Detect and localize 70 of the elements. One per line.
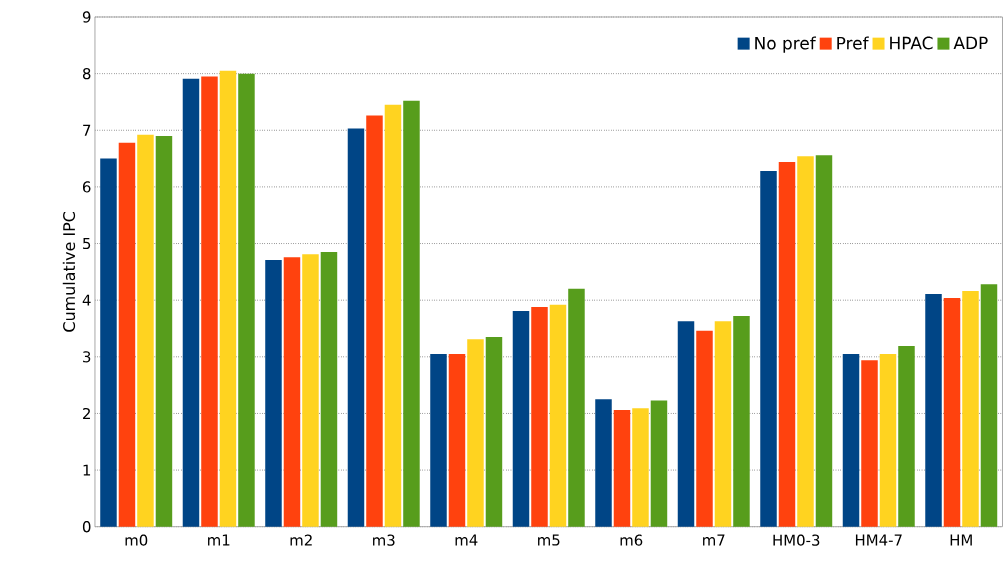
y-tick-label: 4 [82, 294, 91, 306]
legend-label: No pref [755, 36, 817, 53]
bar [467, 339, 484, 527]
x-tick-label: HM [950, 534, 972, 546]
bar [219, 70, 237, 527]
x-tick-label: HM4-7 [855, 534, 902, 546]
y-tick-label: 8 [82, 68, 91, 80]
x-tick-label: m4 [455, 534, 478, 546]
legend-label: HPAC [890, 36, 933, 50]
y-tick-label: 1 [83, 464, 91, 476]
bar [485, 337, 503, 527]
bar [595, 399, 612, 527]
bar [320, 252, 338, 527]
bar [677, 321, 695, 527]
legend-label: ADP [953, 36, 988, 50]
bar [842, 354, 860, 527]
bar [568, 288, 585, 527]
bar [384, 104, 402, 527]
bar [925, 294, 942, 527]
bar [613, 410, 631, 527]
bar [797, 156, 814, 527]
bar [430, 354, 447, 527]
x-tick-label: m0 [125, 534, 148, 546]
bar [118, 142, 136, 527]
bar [137, 134, 154, 527]
y-tick-label: 7 [83, 124, 91, 136]
bar [448, 354, 466, 527]
bar [778, 162, 796, 527]
bar [155, 136, 173, 527]
y-tick-label: 9 [82, 11, 91, 23]
legend-label: Pref [837, 36, 869, 50]
bar [650, 400, 668, 527]
x-tick-label: m6 [620, 534, 643, 546]
y-tick-label: 3 [83, 351, 91, 363]
bar [943, 298, 961, 527]
x-tick-label: m3 [373, 534, 395, 546]
y-tick-label: 0 [82, 521, 91, 533]
bar [898, 346, 915, 527]
bar [347, 128, 365, 527]
bar [962, 291, 979, 527]
y-tick-label: 2 [83, 408, 90, 420]
bar [696, 330, 713, 527]
x-tick-label: m2 [290, 534, 312, 546]
bar [632, 408, 649, 527]
y-axis-title: Cumulative IPC [62, 212, 76, 332]
bar [283, 257, 301, 527]
bar [366, 115, 383, 527]
bar [182, 78, 200, 527]
bar [760, 171, 777, 527]
y-tick-label: 5 [83, 238, 91, 250]
y-tick-label: 6 [82, 181, 91, 193]
x-tick-label: m1 [208, 534, 230, 546]
bar [980, 284, 998, 527]
bar [733, 316, 750, 527]
bar [265, 260, 282, 527]
bar [861, 360, 878, 527]
bar [100, 158, 117, 527]
bar [879, 354, 897, 527]
bar [403, 100, 420, 527]
bar [238, 73, 255, 527]
x-tick-label: m7 [703, 534, 725, 546]
bar [201, 76, 218, 527]
x-tick-label: m5 [538, 534, 560, 546]
bar [815, 155, 833, 527]
bar [549, 304, 567, 527]
bar [714, 321, 732, 527]
bar [512, 311, 530, 527]
bar [302, 254, 319, 527]
bar [531, 307, 548, 527]
x-tick-label: HM0-3 [773, 534, 820, 546]
